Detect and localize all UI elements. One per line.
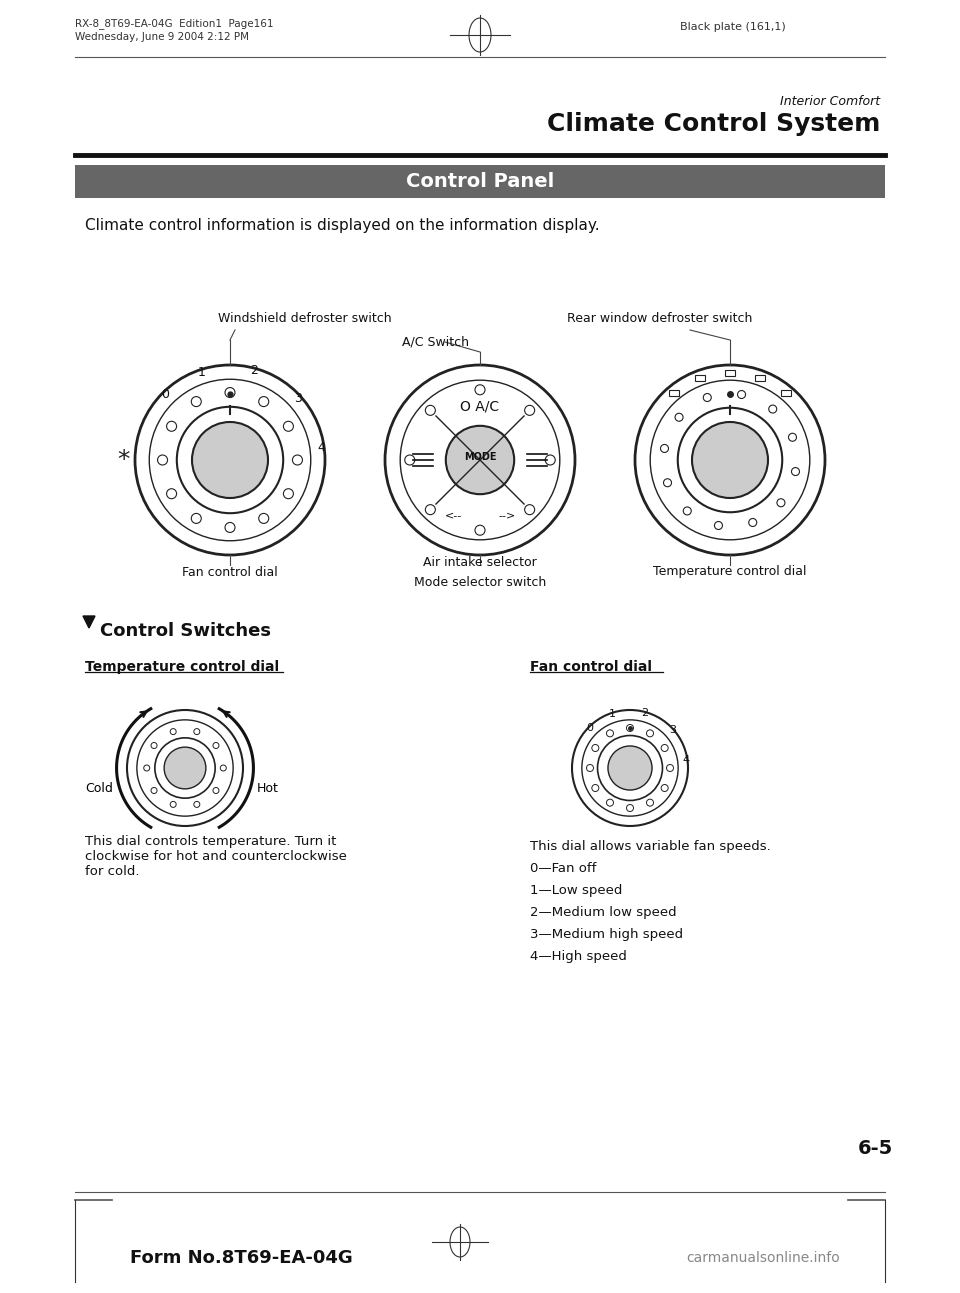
Text: Fan control dial: Fan control dial (530, 659, 652, 674)
Text: <--: <-- (444, 511, 462, 520)
Text: 2—Medium low speed: 2—Medium low speed (530, 906, 677, 919)
Text: 1—Low speed: 1—Low speed (530, 884, 622, 897)
Text: Windshield defroster switch: Windshield defroster switch (218, 312, 392, 325)
Circle shape (445, 425, 515, 494)
Text: Wednesday, June 9 2004 2:12 PM: Wednesday, June 9 2004 2:12 PM (75, 32, 249, 41)
Text: Control Panel: Control Panel (406, 172, 554, 191)
Circle shape (164, 747, 205, 789)
Text: 3: 3 (669, 725, 676, 734)
Text: Air intake selector: Air intake selector (423, 556, 537, 569)
Text: This dial allows variable fan speeds.: This dial allows variable fan speeds. (530, 840, 771, 853)
FancyBboxPatch shape (75, 166, 885, 198)
Text: 2: 2 (641, 709, 648, 718)
Text: O A/C: O A/C (461, 400, 499, 414)
Text: A/C Switch: A/C Switch (401, 335, 468, 349)
Text: 0: 0 (587, 723, 593, 733)
Text: 1: 1 (198, 366, 205, 379)
Circle shape (608, 746, 652, 790)
Text: carmanualsonline.info: carmanualsonline.info (686, 1252, 840, 1265)
Text: Cold: Cold (85, 781, 113, 794)
Text: 4: 4 (683, 755, 690, 765)
Text: Control Switches: Control Switches (100, 622, 271, 640)
Text: MODE: MODE (464, 451, 496, 462)
Text: Fan control dial: Fan control dial (182, 565, 277, 578)
Text: Climate Control System: Climate Control System (546, 112, 880, 136)
Text: 4—High speed: 4—High speed (530, 950, 627, 963)
Text: Form No.8T69-EA-04G: Form No.8T69-EA-04G (130, 1249, 352, 1267)
Text: 0: 0 (161, 388, 169, 401)
Text: 3: 3 (295, 392, 302, 405)
Text: 1: 1 (609, 709, 616, 719)
Text: Temperature control dial: Temperature control dial (85, 659, 279, 674)
Text: Hot: Hot (256, 781, 278, 794)
Text: 2: 2 (250, 365, 258, 378)
Circle shape (192, 422, 268, 498)
Text: 6-5: 6-5 (857, 1139, 893, 1157)
Text: -->: --> (498, 511, 516, 520)
Text: Mode selector switch: Mode selector switch (414, 575, 546, 588)
Text: 4: 4 (318, 441, 325, 454)
Circle shape (692, 422, 768, 498)
Text: *: * (117, 447, 130, 472)
Text: Interior Comfort: Interior Comfort (780, 94, 880, 109)
Text: 3—Medium high speed: 3—Medium high speed (530, 928, 684, 941)
Text: Rear window defroster switch: Rear window defroster switch (567, 312, 753, 325)
Text: Temperature control dial: Temperature control dial (653, 565, 806, 578)
Text: 0—Fan off: 0—Fan off (530, 862, 596, 875)
Text: This dial controls temperature. Turn it
clockwise for hot and counterclockwise
f: This dial controls temperature. Turn it … (85, 835, 347, 878)
Text: Climate control information is displayed on the information display.: Climate control information is displayed… (85, 219, 600, 233)
Polygon shape (83, 615, 95, 628)
Text: RX-8_8T69-EA-04G  Edition1  Page161: RX-8_8T69-EA-04G Edition1 Page161 (75, 18, 274, 28)
Text: Black plate (161,1): Black plate (161,1) (680, 22, 785, 32)
